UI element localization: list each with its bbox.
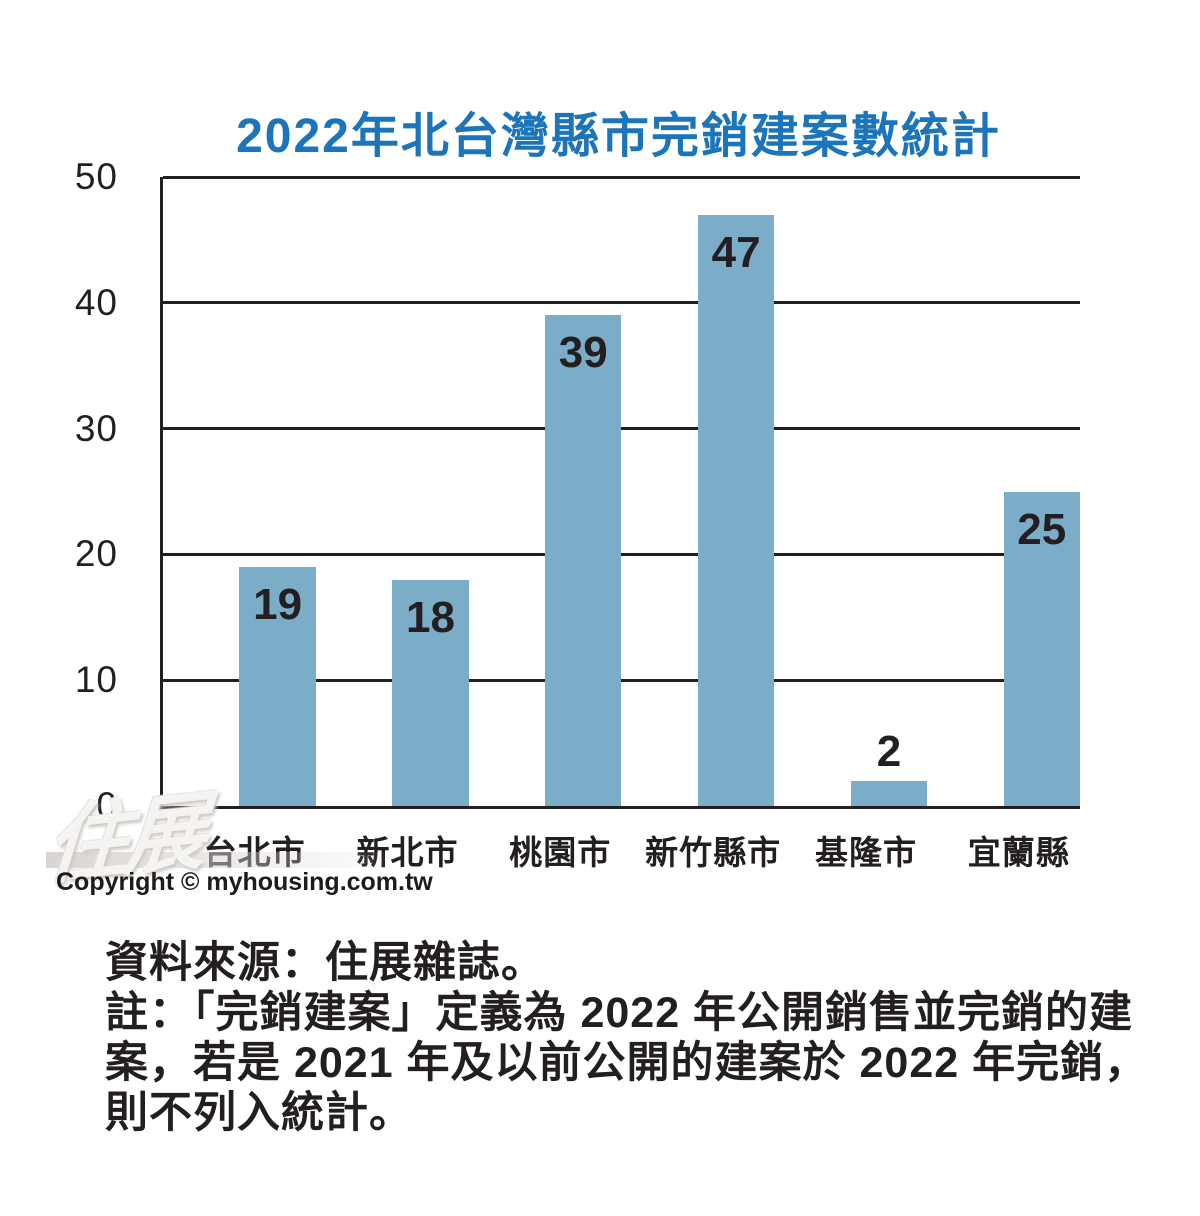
gridline-40 — [163, 301, 1080, 305]
y-axis: 0 10 20 30 40 50 — [0, 158, 138, 824]
x-tick-label-宜蘭縣: 宜蘭縣 — [967, 834, 1070, 871]
bar-新竹縣市: 47 — [697, 214, 775, 806]
x-axis: 台北市新北市桃園市新竹縣市基隆市宜蘭縣 — [160, 826, 1077, 874]
y-tick-label-20: 20 — [74, 533, 118, 575]
bar-value-label: 2 — [876, 726, 902, 776]
y-tick-label-10: 10 — [74, 658, 118, 700]
gridline-50 — [163, 175, 1080, 179]
plot-area: 19 18 39 47 2 25 — [160, 175, 1080, 809]
bar-基隆市: 2 — [850, 729, 928, 806]
gridline-30 — [163, 427, 1080, 431]
copyright-highlight-band — [46, 852, 486, 868]
y-tick-label-30: 30 — [74, 407, 118, 449]
source-line: 資料來源：住展雜誌。 — [105, 939, 545, 987]
note-line-2: 案，若是 2021 年及以前公開的建案於 2022 年完銷， — [105, 1039, 1149, 1087]
footer-note: 資料來源：住展雜誌。 註：「完銷建案」定義為 2022 年公開銷售並完銷的建 案… — [105, 938, 1149, 1138]
bar-新北市: 18 — [392, 579, 469, 806]
gridline-10 — [163, 678, 1080, 682]
page-title: 2022年北台灣縣市完銷建案數統計 — [236, 110, 1001, 163]
y-tick-label-50: 50 — [74, 155, 118, 197]
bar-value-label: 47 — [711, 227, 761, 277]
bar-台北市: 19 — [239, 566, 316, 806]
y-tick-label-0: 0 — [96, 784, 118, 826]
bar-宜蘭縣: 25 — [1003, 491, 1080, 806]
y-tick-label-40: 40 — [74, 281, 118, 323]
x-tick-label-新竹縣市: 新竹縣市 — [645, 834, 782, 871]
bar-value-label: 39 — [558, 328, 608, 378]
bar-桃園市: 39 — [545, 315, 622, 806]
note-line-1: 註：「完銷建案」定義為 2022 年公開銷售並完銷的建 — [105, 989, 1134, 1037]
x-tick-label-桃園市: 桃園市 — [509, 834, 612, 871]
gridline-20 — [163, 552, 1080, 556]
x-tick-label-基隆市: 基隆市 — [814, 834, 917, 871]
copyright-text: Copyright © myhousing.com.tw — [56, 868, 433, 896]
bar-value-label: 25 — [1017, 504, 1067, 554]
bar-value-label: 18 — [405, 592, 455, 642]
bar-value-label: 19 — [253, 579, 303, 629]
note-line-3: 則不列入統計。 — [105, 1089, 413, 1137]
